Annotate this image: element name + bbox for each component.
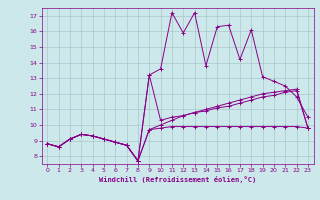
X-axis label: Windchill (Refroidissement éolien,°C): Windchill (Refroidissement éolien,°C) [99, 176, 256, 183]
